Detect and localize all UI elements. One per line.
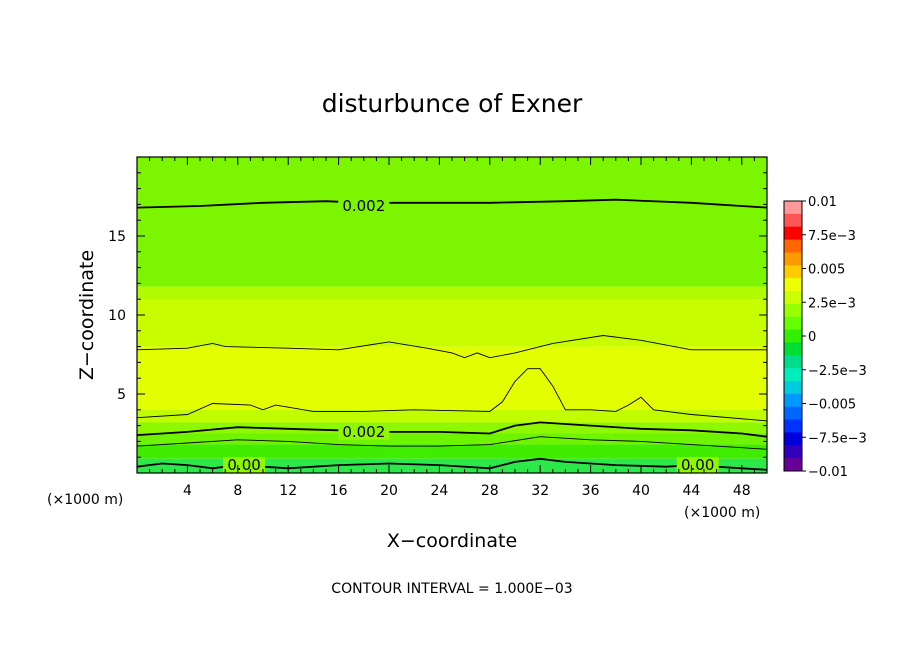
colorbar-swatch-9 — [784, 316, 802, 330]
colorbar-swatch-14 — [784, 381, 802, 395]
colorbar: 0.01 7.5e−3 0.005 2.5e−3 0 −2.5e−3 −0.005 −7.5e… — [783, 195, 867, 480]
fill-band-5 — [137, 422, 767, 434]
x-axis-label: X−coordinate — [387, 530, 517, 552]
contour-label-2: 0.00 — [227, 456, 260, 474]
fill-band-2 — [137, 299, 767, 347]
colorbar-swatch-2 — [784, 226, 802, 240]
contour-label-bg-0 — [338, 197, 390, 214]
fill-band-4 — [137, 409, 767, 423]
contour-labels: 0.002 0.002 0.00 0.00 — [223, 197, 719, 474]
contour-line-3 — [136, 421, 768, 438]
fill-band-0 — [137, 157, 767, 287]
contour-label-bg-2 — [223, 457, 266, 474]
fill-band-6 — [137, 433, 767, 445]
colorbar-label-3: 2.5e−3 — [808, 296, 856, 311]
colorbar-swatch-12 — [784, 355, 802, 369]
contour-label-3: 0.00 — [681, 456, 714, 474]
colorbar-swatch-11 — [784, 342, 802, 356]
colorbar-swatch-10 — [784, 329, 802, 343]
contour-label-bg-1 — [338, 423, 390, 440]
colorbar-swatch-0 — [784, 201, 802, 215]
colorbar-swatch-8 — [784, 303, 802, 318]
fill-band-3 — [137, 346, 767, 410]
colorbar-swatch-6 — [784, 278, 802, 292]
x-tick-label-16: 16 — [330, 483, 348, 499]
colorbar-label-2: 0.005 — [808, 263, 845, 278]
colorbar-label-8: −0.01 — [808, 465, 848, 480]
colorbar-swatch-20 — [784, 458, 802, 472]
colorbar-label-4: 0 — [808, 330, 816, 345]
x-tick-label-12: 12 — [279, 483, 297, 499]
x-tick-label-28: 28 — [481, 483, 499, 499]
x-axis: 4 8 12 16 20 24 28 32 36 40 44 48 — [149, 157, 755, 499]
x-tick-label-20: 20 — [380, 483, 398, 499]
contour-label-0: 0.002 — [342, 197, 385, 215]
contour-line-2 — [136, 368, 768, 422]
colorbar-swatch-1 — [784, 213, 802, 228]
colorbar-swatch-17 — [784, 419, 802, 433]
y-tick-label-5: 5 — [117, 387, 126, 403]
y-tick-label-10: 10 — [108, 308, 126, 324]
colorbar-swatch-5 — [784, 265, 802, 279]
contour-line-4 — [136, 436, 768, 450]
y-axis-label: Z−coordinate — [76, 250, 98, 380]
x-unit-left: (×1000 m) — [47, 492, 123, 508]
colorbar-label-5: −2.5e−3 — [808, 364, 867, 379]
colorbar-swatch-18 — [784, 432, 802, 446]
contour-line-1 — [136, 335, 767, 359]
contour-label-1: 0.002 — [342, 423, 385, 441]
colorbar-swatch-4 — [784, 252, 802, 266]
plot-area — [137, 157, 767, 473]
contour-interval-note: CONTOUR INTERVAL = 1.000E−03 — [331, 581, 572, 597]
colorbar-swatch-19 — [784, 445, 802, 459]
colorbar-swatch-15 — [784, 393, 802, 408]
contour-label-bg-3 — [676, 457, 719, 474]
contour-line-0 — [136, 198, 768, 209]
x-tick-label-40: 40 — [632, 483, 650, 499]
fill-band-7 — [137, 444, 767, 459]
x-unit-right: (×1000 m) — [684, 505, 760, 521]
colorbar-label-7: −7.5e−3 — [808, 431, 867, 446]
x-tick-label-48: 48 — [733, 483, 751, 499]
colorbar-label-1: 7.5e−3 — [808, 229, 856, 244]
x-tick-label-24: 24 — [430, 483, 448, 499]
colorbar-swatch-3 — [784, 239, 802, 253]
colorbar-label-0: 0.01 — [808, 195, 837, 210]
y-tick-label-15: 15 — [108, 229, 126, 245]
y-axis: 5 10 15 — [108, 172, 767, 458]
colorbar-label-6: −0.005 — [808, 398, 856, 413]
x-tick-label-4: 4 — [183, 483, 192, 499]
x-tick-label-32: 32 — [531, 483, 549, 499]
fill-band-1 — [137, 286, 767, 300]
x-tick-label-8: 8 — [233, 483, 242, 499]
colorbar-swatch-7 — [784, 291, 802, 305]
x-tick-label-36: 36 — [582, 483, 600, 499]
colorbar-swatch-13 — [784, 368, 802, 382]
chart-title: disturbunce of Exner — [322, 89, 583, 118]
colorbar-swatch-16 — [784, 406, 802, 420]
x-tick-label-44: 44 — [682, 483, 700, 499]
